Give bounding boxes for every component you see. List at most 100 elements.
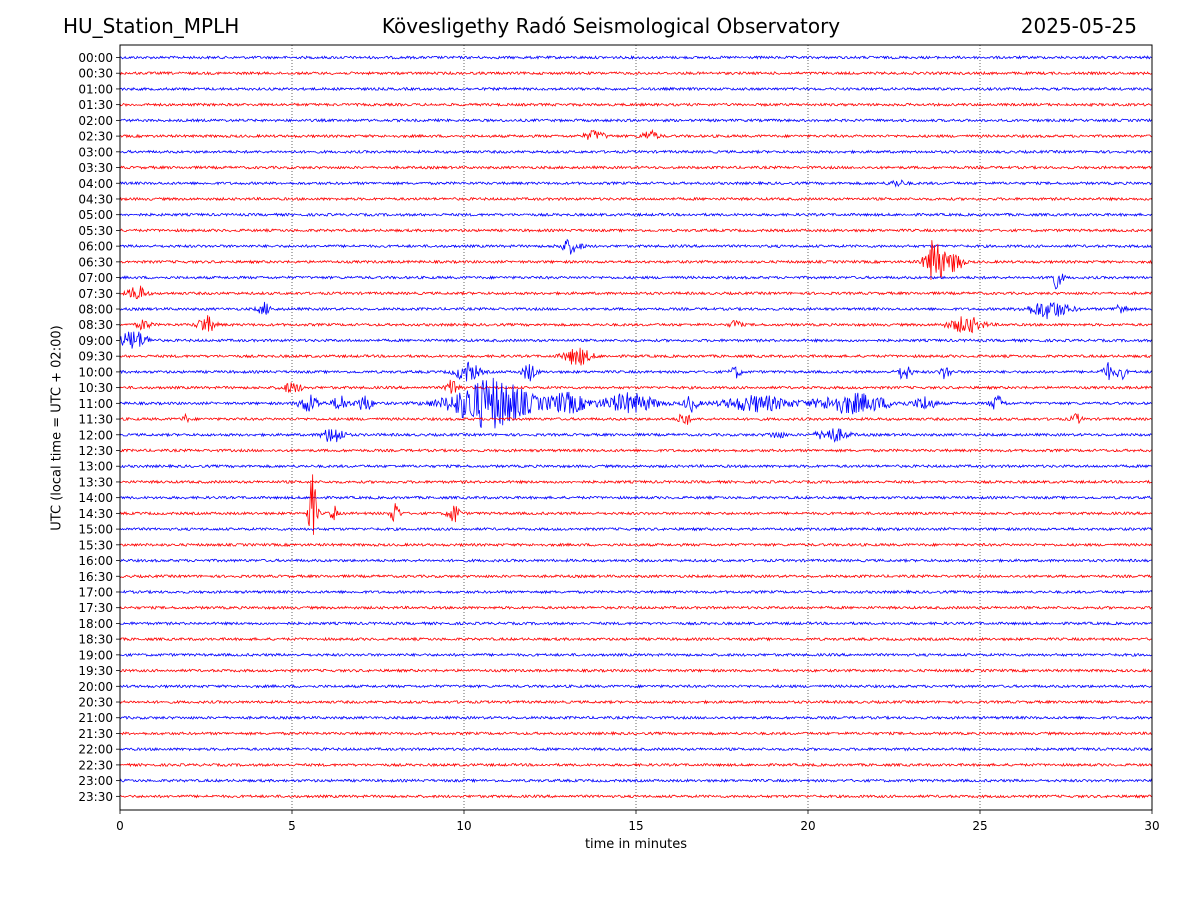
y-tick-label: 18:30: [78, 633, 113, 647]
trace-0900: [119, 331, 1153, 349]
y-tick-label: 04:00: [78, 177, 113, 191]
y-tick-label: 06:30: [78, 255, 113, 269]
trace-2330: [119, 794, 1153, 799]
y-tick-label: 19:30: [78, 664, 113, 678]
y-tick-label: 08:30: [78, 318, 113, 332]
trace-1030: [119, 379, 1153, 394]
trace-1530: [119, 542, 1153, 548]
chart-date: 2025-05-25: [1020, 14, 1137, 38]
trace-1200: [119, 428, 1153, 443]
y-tick-label: 14:30: [78, 507, 113, 521]
trace-0200: [119, 117, 1153, 123]
trace-1230: [119, 447, 1153, 453]
y-tick-label: 21:00: [78, 711, 113, 725]
trace-0030: [119, 70, 1153, 76]
y-tick-label: 20:00: [78, 680, 113, 694]
trace-0530: [119, 228, 1153, 233]
y-tick-label: 22:00: [78, 743, 113, 757]
trace-0930: [119, 347, 1153, 366]
y-tick-label: 12:00: [78, 428, 113, 442]
y-tick-label: 18:00: [78, 617, 113, 631]
y-tick-label: 16:00: [78, 554, 113, 568]
trace-0230: [119, 128, 1153, 140]
trace-1100: [119, 377, 1153, 429]
y-tick-label: 23:30: [78, 790, 113, 804]
station-name: HU_Station_MPLH: [63, 14, 240, 38]
trace-2300: [119, 778, 1153, 784]
trace-1630: [119, 573, 1153, 579]
x-tick-label: 10: [456, 819, 471, 833]
trace-0830: [119, 315, 1153, 334]
y-tick-label: 06:00: [78, 240, 113, 254]
y-tick-label: 00:00: [78, 51, 113, 65]
y-tick-label: 15:30: [78, 538, 113, 552]
trace-0330: [119, 165, 1153, 170]
trace-0100: [119, 86, 1153, 92]
y-tick-label: 02:30: [78, 130, 113, 144]
x-tick-label: 25: [972, 819, 987, 833]
y-tick-label: 15:00: [78, 523, 113, 537]
y-tick-label: 14:00: [78, 491, 113, 505]
trace-1330: [119, 479, 1153, 485]
x-axis-ticks: 0 5 10 15 20 25 30: [116, 810, 1160, 833]
trace-1730: [119, 605, 1153, 611]
y-tick-label: 20:30: [78, 696, 113, 710]
trace-1300: [119, 463, 1153, 469]
trace-1800: [119, 620, 1153, 626]
y-tick-label: 10:30: [78, 381, 113, 395]
y-axis-label: UTC (local time = UTC + 02:00): [49, 325, 65, 531]
trace-1900: [119, 652, 1153, 658]
y-tick-label: 03:00: [78, 145, 113, 159]
chart-title: Kövesligethy Radó Seismological Observat…: [381, 14, 841, 38]
trace-0000: [119, 55, 1153, 60]
trace-0800: [119, 301, 1153, 320]
trace-layer: [119, 55, 1153, 799]
trace-0500: [119, 212, 1153, 218]
trace-0700: [119, 273, 1153, 290]
y-tick-label: 21:30: [78, 727, 113, 741]
trace-2130: [119, 731, 1153, 737]
trace-0300: [119, 149, 1153, 155]
y-tick-label: 12:30: [78, 444, 113, 458]
trace-0630: [119, 240, 1153, 280]
y-tick-label: 07:00: [78, 271, 113, 285]
y-tick-label: 22:30: [78, 758, 113, 772]
y-tick-label: 17:30: [78, 601, 113, 615]
y-tick-label: 01:30: [78, 98, 113, 112]
x-axis-label: time in minutes: [584, 837, 688, 852]
trace-2000: [119, 683, 1153, 689]
trace-0400: [119, 179, 1153, 188]
trace-1130: [119, 412, 1153, 425]
x-tick-label: 30: [1144, 819, 1159, 833]
x-tick-label: 5: [288, 819, 296, 833]
trace-2230: [119, 762, 1153, 768]
y-tick-label: 09:00: [78, 334, 113, 348]
y-tick-label: 00:30: [78, 67, 113, 81]
y-tick-label: 04:30: [78, 192, 113, 206]
y-tick-label: 19:00: [78, 648, 113, 662]
y-tick-label: 03:30: [78, 161, 113, 175]
trace-1500: [119, 526, 1153, 532]
trace-1600: [119, 558, 1153, 563]
trace-1400: [119, 495, 1153, 501]
trace-1700: [119, 589, 1153, 595]
x-tick-label: 20: [800, 819, 815, 833]
trace-0600: [119, 238, 1153, 255]
x-tick-label: 0: [116, 819, 124, 833]
y-tick-label: 05:00: [78, 208, 113, 222]
y-tick-label: 13:00: [78, 460, 113, 474]
plot-frame: [119, 44, 1153, 811]
y-tick-label: 02:00: [78, 114, 113, 128]
y-tick-label: 17:00: [78, 585, 113, 599]
trace-0730: [119, 285, 1153, 300]
trace-1430: [119, 474, 1153, 535]
grid-lines: [291, 45, 981, 810]
y-tick-label: 16:30: [78, 570, 113, 584]
x-tick-label: 15: [628, 819, 643, 833]
y-tick-label: 13:30: [78, 475, 113, 489]
trace-2200: [119, 746, 1153, 752]
y-tick-label: 11:30: [78, 413, 113, 427]
trace-0430: [119, 196, 1153, 202]
